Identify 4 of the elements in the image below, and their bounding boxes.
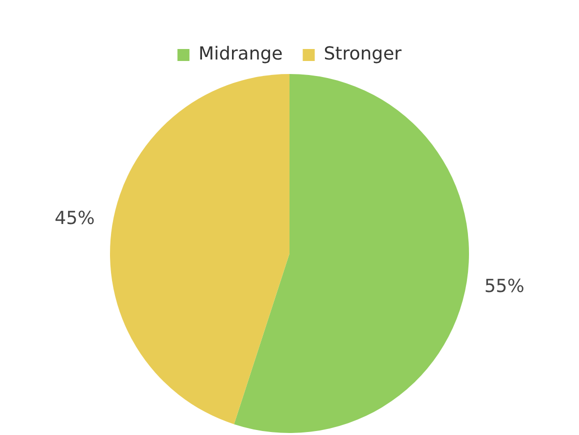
legend-label: Midrange: [198, 44, 283, 65]
legend-label: Stronger: [324, 44, 402, 65]
data-label: 45%: [54, 208, 95, 230]
data-label: 55%: [484, 276, 524, 298]
